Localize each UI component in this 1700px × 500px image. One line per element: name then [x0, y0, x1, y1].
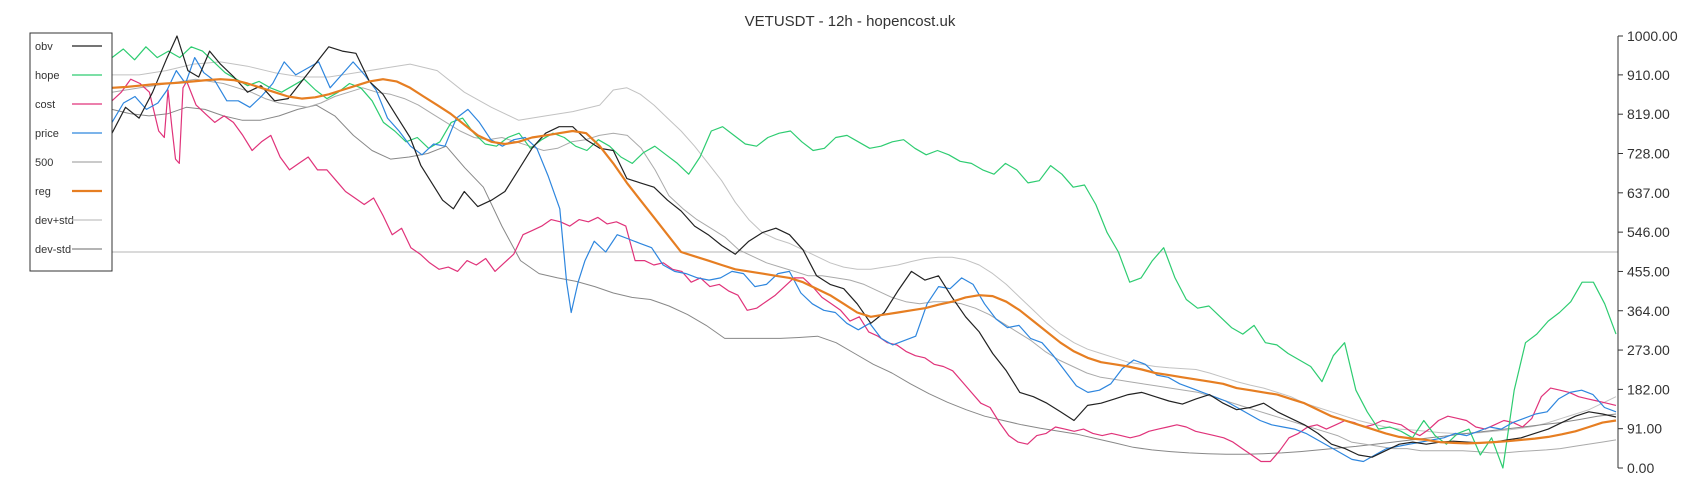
legend-label: 500	[35, 157, 53, 169]
y-tick-label: 364.00	[1627, 303, 1670, 319]
y-axis: 0.00 91.00 182.00 273.00 364.00 455.00 546.00 6…	[1617, 28, 1678, 476]
series-line-cost	[111, 78, 1617, 463]
legend: obv hope cost price 500 reg dev+std dev-std	[29, 32, 113, 272]
legend-label: obv	[35, 41, 53, 53]
legend-entry: dev+std	[35, 215, 102, 227]
y-tick-label: 819.00	[1627, 106, 1670, 122]
series-line-obv	[111, 35, 1617, 458]
legend-entry: dev-std	[35, 244, 102, 256]
legend-label: reg	[35, 186, 51, 198]
legend-entry: reg	[35, 186, 102, 198]
y-tick-label: 910.00	[1627, 67, 1670, 83]
legend-entry: cost	[35, 99, 102, 111]
y-tick-label: 182.00	[1627, 381, 1670, 397]
y-tick-label: 1000.00	[1627, 28, 1678, 44]
legend-entry: price	[35, 128, 102, 140]
legend-label: dev-std	[35, 244, 71, 256]
series-line-reg	[111, 78, 1617, 445]
legend-entry: hope	[35, 70, 102, 82]
legend-box	[29, 32, 113, 272]
y-tick-label: 637.00	[1627, 185, 1670, 201]
series-line-500	[111, 78, 1617, 454]
legend-label: hope	[35, 70, 59, 82]
series-line-price	[111, 57, 1617, 463]
legend-label: dev+std	[35, 215, 74, 227]
series-line-hope	[111, 46, 1617, 469]
y-tick-label: 273.00	[1627, 342, 1670, 358]
y-tick-label: 455.00	[1627, 263, 1670, 279]
y-tick-label: 0.00	[1627, 460, 1654, 476]
chart-title: VETUSDT - 12h - hopencost.uk	[745, 13, 956, 30]
y-tick-label: 728.00	[1627, 146, 1670, 162]
plot-area	[111, 35, 1618, 469]
legend-entry: 500	[35, 157, 102, 169]
y-tick-label: 91.00	[1627, 421, 1662, 437]
legend-entry: obv	[35, 41, 102, 53]
series-line-dev-std	[111, 104, 1617, 455]
y-tick-label: 546.00	[1627, 224, 1670, 240]
legend-label: price	[35, 128, 59, 140]
legend-label: cost	[35, 99, 55, 111]
series-line-dev-std	[112, 61, 1617, 434]
